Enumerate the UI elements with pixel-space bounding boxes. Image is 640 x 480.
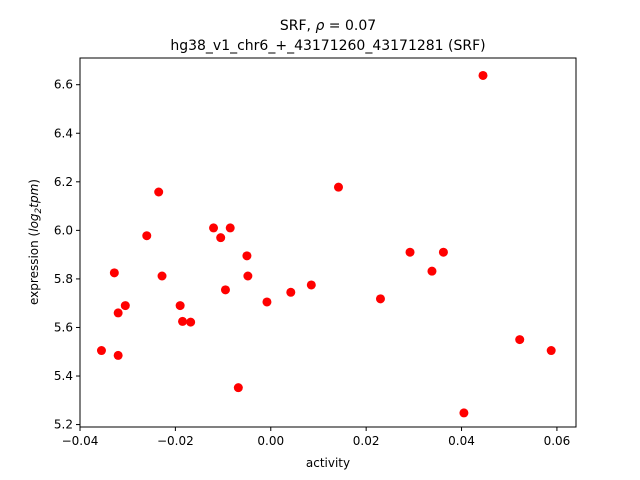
data-point [220,285,230,295]
chart-subtitle: hg38_v1_chr6_+_43171260_43171281 (SRF) [170,38,485,54]
data-point [154,187,164,197]
y-tick-label: 5.8 [54,272,73,286]
y-tick-label: 6.0 [54,223,73,237]
x-axis: −0.04 −0.02 0.00 0.02 0.04 0.06 [62,427,571,448]
data-point [515,335,525,345]
data-point [113,350,123,360]
y-tick-label: 5.4 [54,369,73,383]
data-point [175,301,185,311]
y-axis-label: expression (log2tpm) [27,179,44,305]
y-label-log: log [27,213,41,232]
y-label-suffix: ) [27,179,41,184]
data-point [286,287,296,297]
x-tick-label: −0.02 [157,434,194,448]
data-point [96,346,106,356]
data-point [546,346,556,356]
data-point [333,182,343,192]
y-axis: 5.2 5.4 5.6 5.8 6.0 6.2 6.4 6.6 [54,78,80,432]
data-point [109,268,119,278]
data-point [242,251,252,261]
data-point [427,266,437,276]
x-tick-label: 0.06 [544,434,571,448]
y-label-sub: 2 [34,207,44,213]
data-point [142,231,152,241]
data-point [120,301,130,311]
y-label-tpm: tpm [27,184,41,208]
x-tick-label: −0.04 [62,434,99,448]
plot-area [79,57,577,428]
data-point [178,316,188,326]
x-axis-label: activity [306,456,350,470]
chart-title: SRF, ρ = 0.07 [280,18,376,34]
chart-title-prefix: SRF, [280,18,316,34]
x-tick-label: 0.00 [257,434,284,448]
data-point [478,70,488,80]
data-point [438,247,448,257]
y-tick-label: 6.4 [54,126,73,140]
y-tick-label: 5.2 [54,418,73,432]
data-point [262,297,272,307]
y-tick-label: 6.6 [54,78,73,92]
x-tick-label: 0.04 [448,434,475,448]
data-point [405,247,415,257]
data-point [225,223,235,233]
y-tick-label: 6.2 [54,175,73,189]
data-point [209,223,219,233]
data-point [113,308,123,318]
rho-symbol: ρ [315,18,324,34]
data-point [216,233,226,243]
y-label-prefix: expression ( [27,232,41,305]
x-tick-label: 0.02 [353,434,380,448]
data-point [157,271,167,281]
data-point [375,294,385,304]
rho-value: = 0.07 [324,18,376,34]
data-point [459,408,469,418]
data-points [96,70,556,418]
data-point [186,317,196,327]
data-point [243,271,253,281]
y-tick-label: 5.6 [54,320,73,334]
data-point [306,280,316,290]
data-point [233,383,243,393]
